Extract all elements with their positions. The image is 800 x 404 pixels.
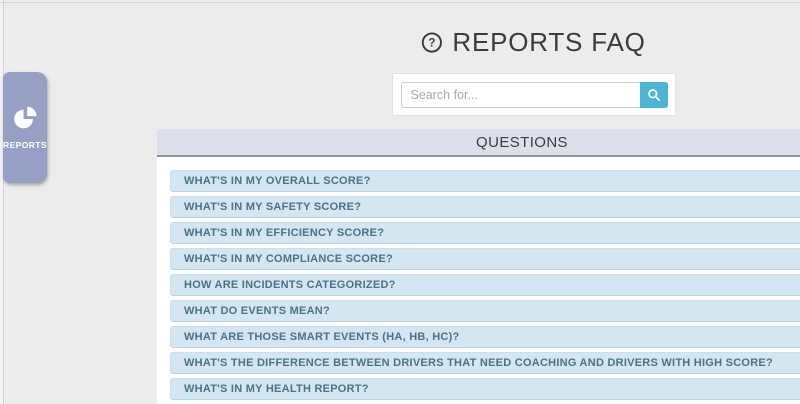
search-panel — [392, 73, 676, 116]
questions-list: WHAT'S IN MY OVERALL SCORE? WHAT'S IN MY … — [157, 157, 800, 400]
question-item[interactable]: WHAT'S THE DIFFERENCE BETWEEN DRIVERS TH… — [170, 352, 800, 374]
questions-panel: QUESTIONS WHAT'S IN MY OVERALL SCORE? WHA… — [157, 128, 800, 404]
window-border-left — [3, 0, 4, 404]
page-title: REPORTS FAQ — [452, 27, 646, 57]
question-circle-icon: ? — [420, 31, 443, 54]
question-item[interactable]: WHAT'S IN MY EFFICIENCY SCORE? — [170, 222, 800, 244]
search-icon — [647, 88, 661, 102]
search-input[interactable] — [400, 81, 640, 108]
window-border-top — [0, 2, 800, 3]
svg-text:?: ? — [428, 38, 435, 50]
question-item[interactable]: WHAT ARE THOSE SMART EVENTS (HA, HB, HC)… — [170, 326, 800, 348]
sidebar-tab-reports[interactable]: REPORTS — [3, 72, 47, 183]
question-item[interactable]: WHAT'S IN MY HEALTH REPORT? — [170, 378, 800, 400]
window-edge-strip — [0, 0, 3, 404]
sidebar-tab-label: REPORTS — [3, 139, 47, 150]
pie-chart-icon — [12, 106, 38, 137]
question-item[interactable]: WHAT'S IN MY SAFETY SCORE? — [170, 196, 800, 218]
question-item[interactable]: WHAT'S IN MY COMPLIANCE SCORE? — [170, 248, 800, 270]
page-title-row: ? REPORTS FAQ — [420, 27, 645, 58]
question-item[interactable]: WHAT'S IN MY OVERALL SCORE? — [170, 170, 800, 192]
question-item[interactable]: WHAT DO EVENTS MEAN? — [170, 300, 800, 322]
questions-header: QUESTIONS — [157, 128, 800, 157]
search-button[interactable] — [639, 81, 668, 108]
question-item[interactable]: HOW ARE INCIDENTS CATEGORIZED? — [170, 274, 800, 296]
